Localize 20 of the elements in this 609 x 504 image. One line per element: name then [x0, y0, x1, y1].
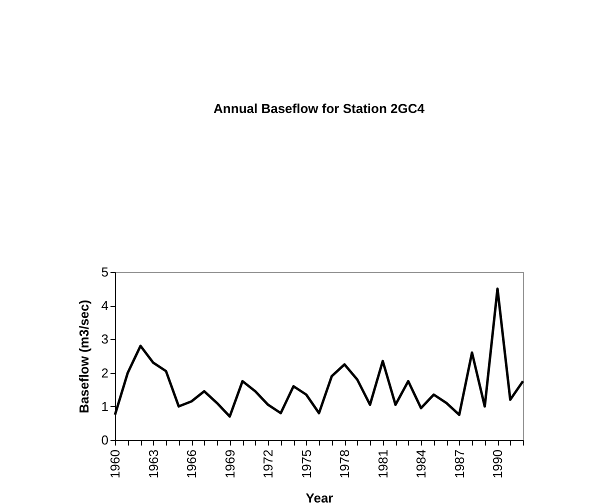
y-tick-label: 1: [101, 398, 108, 414]
y-tick-label: 2: [101, 365, 108, 380]
x-tick-label: 1978: [337, 450, 352, 478]
x-tick-label: 1969: [222, 450, 238, 478]
y-tick-label: 0: [101, 432, 108, 448]
y-axis-title: Baseflow (m3/sec): [76, 300, 92, 414]
x-tick-label: 1981: [375, 450, 390, 478]
chart-title: Annual Baseflow for Station 2GC4: [214, 101, 426, 116]
x-tick-label: 1960: [108, 450, 122, 478]
x-tick-label: 1972: [260, 450, 276, 478]
x-tick-label: 1963: [146, 450, 161, 478]
x-tick-label: 1987: [452, 450, 467, 478]
x-tick-label: 1984: [414, 450, 428, 478]
y-tick-label: 4: [101, 298, 108, 314]
x-tick-label: 1990: [490, 450, 505, 478]
y-tick-label: 5: [101, 264, 108, 280]
x-tick-label: 1966: [184, 450, 199, 478]
x-tick-label: 1975: [298, 450, 314, 478]
y-tick-label: 3: [101, 332, 108, 347]
x-axis-title: Year: [306, 490, 334, 504]
